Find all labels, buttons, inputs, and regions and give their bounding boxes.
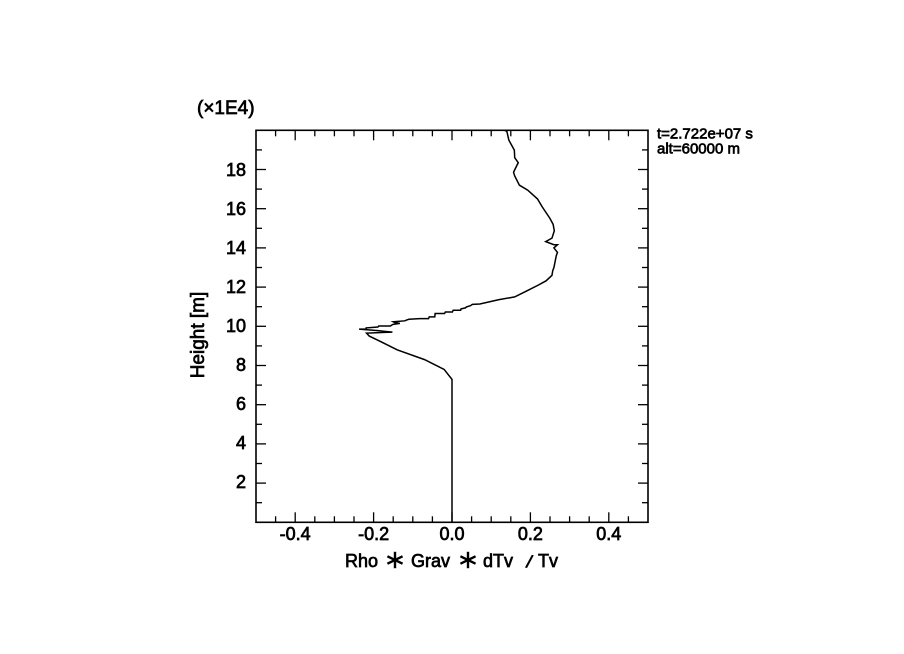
svg-text:8: 8 [236, 355, 246, 375]
svg-text:-0.4: -0.4 [280, 524, 311, 544]
svg-text:Grav: Grav [411, 551, 450, 571]
svg-text:18: 18 [226, 160, 246, 180]
svg-text:alt=60000 m: alt=60000 m [657, 141, 740, 158]
svg-text:(×1E4): (×1E4) [197, 98, 255, 119]
svg-text:6: 6 [236, 394, 246, 414]
svg-text:dTv: dTv [483, 551, 513, 571]
svg-text:16: 16 [226, 199, 246, 219]
svg-text:Tv: Tv [538, 551, 558, 571]
svg-text:-0.2: -0.2 [358, 524, 389, 544]
svg-text:0.4: 0.4 [596, 524, 621, 544]
svg-text:2: 2 [236, 472, 246, 492]
svg-text:4: 4 [236, 433, 246, 453]
svg-text:12: 12 [226, 277, 246, 297]
svg-text:14: 14 [226, 238, 246, 258]
svg-text:Height [m]: Height [m] [188, 292, 209, 379]
svg-text:Rho: Rho [345, 551, 378, 571]
svg-text:10: 10 [226, 316, 246, 336]
svg-text:0.2: 0.2 [518, 524, 543, 544]
svg-text:0.0: 0.0 [439, 524, 464, 544]
